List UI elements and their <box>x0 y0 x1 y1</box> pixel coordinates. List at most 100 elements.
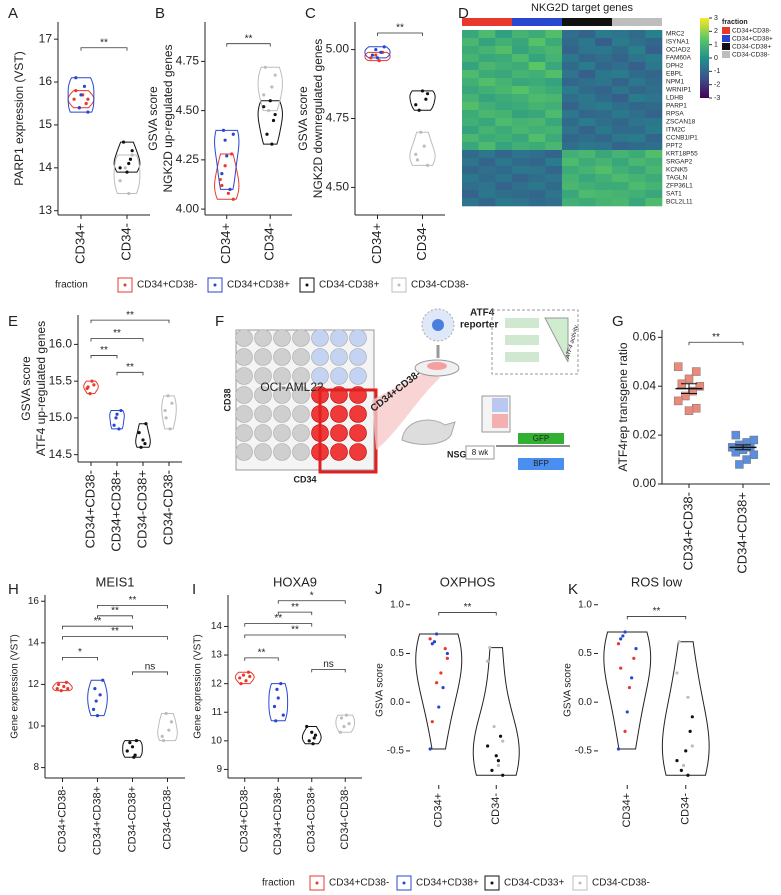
significance-bracket <box>277 600 346 604</box>
heatmap-cell <box>512 118 529 127</box>
significance-label: ns <box>323 659 334 670</box>
data-point <box>56 682 61 687</box>
heatmap-cell <box>562 110 579 119</box>
heatmap-cell <box>528 198 546 207</box>
cell <box>273 405 291 423</box>
virus-core <box>432 319 444 331</box>
data-point <box>428 637 432 641</box>
cell <box>292 405 310 423</box>
data-point <box>143 442 147 446</box>
data-point <box>305 724 309 729</box>
heatmap-cell <box>512 102 529 111</box>
cell <box>349 348 367 366</box>
violin <box>409 90 436 111</box>
heatmap-cell <box>462 150 479 159</box>
legend-title: fraction <box>55 280 88 291</box>
bfp-bar <box>518 458 564 470</box>
legend-dot <box>490 881 494 885</box>
heatmap-cell <box>462 134 479 143</box>
data-point <box>164 711 168 716</box>
x-tick-label: CD34+ <box>433 793 445 828</box>
data-point <box>681 763 686 768</box>
data-point <box>679 768 683 772</box>
heatmap-cell <box>512 166 529 175</box>
heatmap-cell <box>562 30 579 39</box>
row-label: FAM60A <box>666 55 692 62</box>
data-point <box>86 97 90 101</box>
heatmap-cell <box>495 46 513 55</box>
bfp-label: BFP <box>533 459 549 468</box>
data-point <box>684 374 694 384</box>
row-label: EBPL <box>666 71 683 78</box>
data-point <box>374 47 378 52</box>
heatmap-cell <box>645 54 663 63</box>
data-point <box>225 154 229 158</box>
heatmap-cell <box>578 166 596 175</box>
heatmap-cell <box>478 166 496 175</box>
legend-dot <box>213 283 217 287</box>
data-point <box>231 132 235 136</box>
significance-bracket <box>244 657 279 661</box>
x-tick-label: CD34+CD38- <box>56 786 68 853</box>
legend-dot <box>123 283 127 287</box>
legend-dot <box>397 283 401 287</box>
data-point <box>273 112 277 117</box>
heatmap-cell <box>562 142 579 151</box>
heatmap-cell <box>595 86 613 95</box>
panel-label: G <box>612 313 624 330</box>
heatmap-cell <box>545 94 563 103</box>
significance-bracket <box>62 656 98 661</box>
heatmap-cell <box>545 78 563 87</box>
cell <box>311 329 329 347</box>
heatmap-cell <box>612 46 629 55</box>
heatmap-cell <box>528 38 546 47</box>
data-point <box>128 157 133 161</box>
data-point <box>691 403 701 413</box>
heatmap-cell <box>645 78 663 87</box>
data-point <box>619 637 623 641</box>
heatmap-cell <box>478 30 496 39</box>
row-label: NPM1 <box>666 79 684 86</box>
y-tick-label: 4.75 <box>176 54 200 68</box>
data-point <box>141 438 145 442</box>
data-point <box>262 93 266 97</box>
heatmap-cell <box>562 54 579 63</box>
y-tick-label: 15.0 <box>49 410 73 424</box>
cell <box>273 443 291 461</box>
panel-label: H <box>8 581 19 598</box>
row-label: WRNIP1 <box>666 87 692 94</box>
data-point <box>139 445 143 449</box>
data-point <box>627 685 632 690</box>
violin <box>268 683 289 722</box>
significance-bracket <box>626 616 687 620</box>
panel-label: B <box>155 5 165 22</box>
heatmap-cell <box>562 182 579 191</box>
data-point <box>134 738 139 743</box>
violin <box>415 633 463 750</box>
legend-label: CD34+CD38- <box>329 878 389 889</box>
data-point <box>425 163 430 167</box>
legend-label: CD34+CD38- <box>732 28 771 35</box>
legend-key <box>722 35 730 42</box>
heatmap-cell <box>512 70 529 79</box>
heatmap-cell <box>495 54 513 63</box>
heatmap-cell <box>495 102 513 111</box>
heatmap-cell <box>512 174 529 183</box>
heatmap-cell <box>578 78 596 87</box>
significance-label: ** <box>291 602 299 613</box>
chart-title: MEIS1 <box>95 574 134 589</box>
data-point <box>218 177 222 182</box>
y-tick-label: 8 <box>33 762 39 773</box>
cell <box>235 424 253 442</box>
heatmap-cell <box>512 182 529 191</box>
data-point <box>616 642 621 646</box>
cell <box>235 367 253 385</box>
heatmap-cell <box>562 86 579 95</box>
heatmap-cell <box>462 158 479 167</box>
heatmap-cell <box>478 198 496 207</box>
heatmap-cell <box>512 190 529 199</box>
violin <box>364 51 391 62</box>
data-point <box>675 671 679 675</box>
data-point <box>414 152 418 156</box>
violin <box>257 100 283 145</box>
